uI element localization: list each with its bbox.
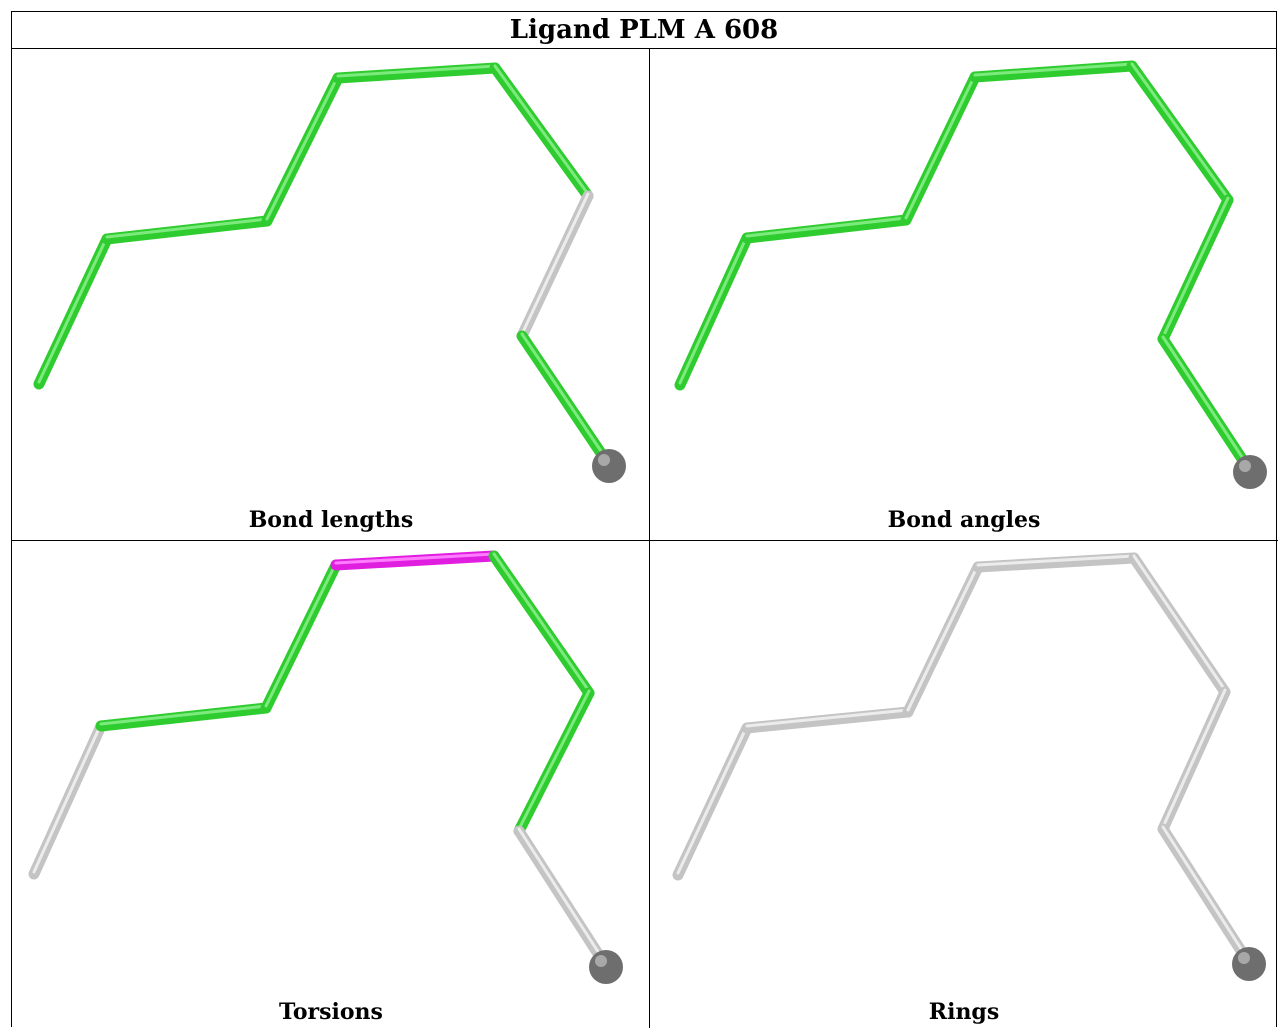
bond-unassessed: [741, 706, 914, 734]
bond-highlight: [1161, 196, 1230, 339]
bond-highlight: [264, 561, 338, 708]
bond-highlight: [678, 234, 749, 385]
bond-highlight: [517, 827, 606, 963]
panel-bond-angles: Bond angles: [650, 49, 1278, 540]
column-divider: [649, 49, 650, 1028]
bond-highlight: [976, 554, 1136, 567]
bond-angles-bonds: [674, 60, 1267, 489]
bond-highlight: [973, 62, 1134, 77]
bond-highlight: [493, 64, 590, 196]
caption-bond-lengths: Bond lengths: [248, 507, 414, 533]
oxygen-atom-sphere: [1233, 455, 1267, 489]
bond-ok: [101, 215, 273, 245]
panel-torsions: Torsions: [12, 541, 650, 1028]
bond-highlight: [334, 552, 496, 565]
bond-highlight: [1161, 825, 1249, 960]
bond-highlight: [492, 552, 591, 693]
bond-ok: [332, 62, 501, 84]
atom-highlight: [1239, 460, 1251, 472]
caption-rings: Rings: [928, 999, 1000, 1025]
oxygen-atom-sphere: [589, 950, 623, 984]
bond-highlight: [32, 722, 103, 874]
bond-ok: [741, 214, 912, 244]
torsions-structure: [28, 550, 623, 984]
bond-unassessed: [972, 552, 1140, 573]
bond-highlight: [1161, 335, 1250, 468]
row-divider: [12, 540, 1278, 541]
bond-outlier: [330, 550, 500, 571]
bond-highlight: [745, 708, 910, 728]
oxygen-atom-sphere: [592, 449, 626, 483]
bond-highlight: [906, 563, 980, 712]
caption-bond-angles: Bond angles: [887, 507, 1041, 533]
panel-rings: Rings: [650, 541, 1278, 1028]
bond-highlight: [676, 724, 749, 875]
bond-highlight: [520, 332, 609, 462]
bond-highlight: [99, 704, 268, 726]
atom-highlight: [1238, 952, 1250, 964]
atom-highlight: [598, 454, 610, 466]
torsions-bonds: [28, 550, 623, 984]
bond-lengths-bonds: [33, 62, 626, 483]
bond-highlight: [904, 73, 977, 220]
bond-highlight: [745, 216, 908, 238]
caption-torsions: Torsions: [279, 999, 383, 1025]
bond-highlight: [105, 217, 269, 239]
bond-lengths-structure: [33, 62, 626, 483]
bond-highlight: [517, 689, 591, 831]
bond-highlight: [1161, 688, 1227, 829]
bond-angles-structure: [674, 60, 1267, 489]
ligand-validation-table: Ligand PLM A 608 Bond lengths Bond angle…: [11, 11, 1278, 1028]
bond-highlight: [265, 74, 340, 221]
oxygen-atom-sphere: [1232, 947, 1266, 981]
bond-highlight: [37, 235, 109, 384]
rings-structure: [672, 552, 1266, 981]
atom-highlight: [595, 955, 607, 967]
table-title: Ligand PLM A 608: [12, 12, 1276, 49]
bond-highlight: [1132, 554, 1227, 692]
bond-highlight: [336, 64, 497, 78]
bond-ok: [95, 702, 272, 732]
rings-bonds: [672, 552, 1266, 981]
bond-highlight: [1130, 62, 1230, 200]
bond-highlight: [520, 192, 590, 336]
panel-bond-lengths: Bond lengths: [12, 49, 650, 540]
bond-ok: [969, 60, 1138, 83]
